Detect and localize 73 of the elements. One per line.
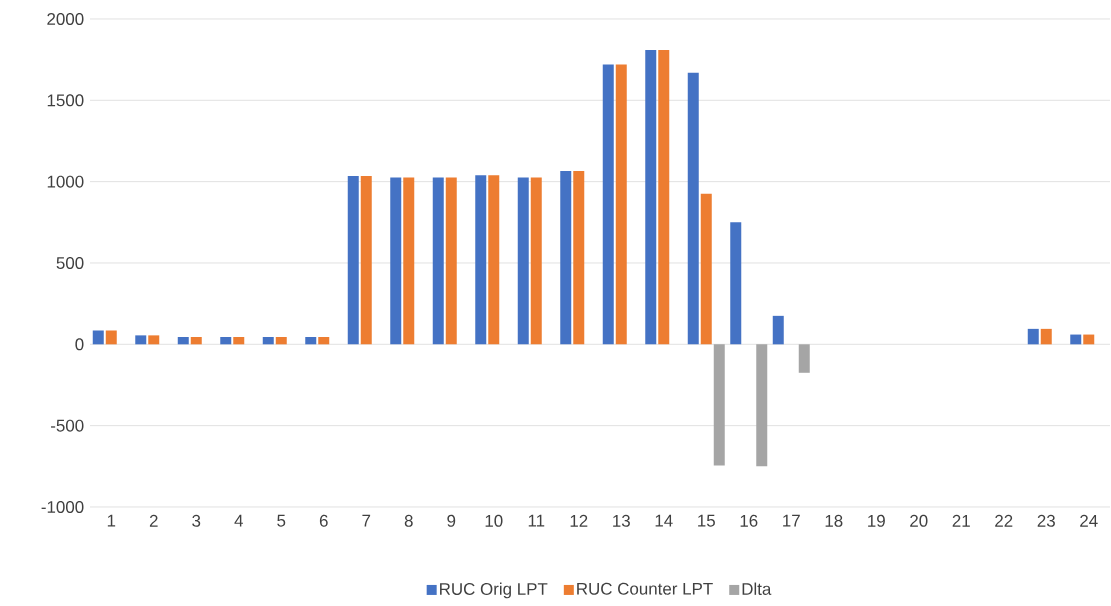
x-tick-label: 6: [319, 514, 328, 527]
x-tick-label: 21: [952, 514, 970, 527]
bar: [275, 337, 287, 345]
x-tick-label: 10: [485, 514, 503, 527]
bar: [573, 171, 585, 345]
bar: [135, 335, 147, 345]
bar: [658, 49, 670, 345]
x-tick-label: 3: [192, 514, 201, 527]
x-tick-label: 8: [404, 514, 413, 527]
bar: [798, 344, 810, 373]
x-tick-label: 13: [613, 514, 630, 527]
x-tick-label: 23: [1037, 514, 1055, 527]
x-tick-label: 4: [234, 514, 243, 527]
bar: [1040, 328, 1052, 345]
bar: [560, 171, 572, 345]
bar: [92, 330, 104, 345]
x-tick-label: 17: [783, 514, 800, 527]
bar: [305, 337, 317, 345]
bar: [105, 330, 117, 345]
x-tick-label: 24: [1080, 514, 1098, 527]
y-tick-label: 2000: [47, 12, 84, 25]
x-tick-label: 20: [910, 514, 928, 527]
bar: [730, 222, 742, 345]
bar: [262, 337, 274, 345]
y-tick-label: 500: [56, 256, 84, 269]
bar: [645, 49, 657, 345]
x-tick-label: 22: [995, 514, 1013, 527]
legend-label: Dlta: [742, 582, 772, 595]
bar: [220, 337, 232, 345]
bar: [177, 337, 189, 345]
legend-label: RUC Counter LPT: [577, 582, 713, 595]
bar: [713, 344, 725, 466]
bar: [390, 177, 402, 345]
x-tick-label: 11: [528, 514, 545, 527]
bar: [700, 193, 712, 345]
x-tick-label: 18: [825, 514, 843, 527]
x-tick-label: 7: [362, 514, 371, 527]
bar: [432, 177, 444, 345]
y-tick-label: 1500: [47, 94, 84, 107]
bar: [602, 64, 614, 345]
x-tick-label: 2: [149, 514, 158, 527]
bar: [347, 175, 359, 345]
x-tick-label: 14: [655, 514, 673, 527]
bar: [318, 337, 330, 345]
x-tick-label: 19: [868, 514, 885, 527]
bar: [403, 177, 415, 345]
bar: [1027, 328, 1039, 345]
bar: [756, 344, 768, 467]
x-tick-label: 12: [570, 514, 588, 527]
bar: [190, 337, 202, 345]
bar: [1083, 334, 1095, 345]
x-tick-label: 1: [107, 514, 116, 527]
bar: [772, 315, 784, 345]
bar: [360, 175, 372, 345]
bar: [1070, 334, 1082, 345]
legend-label: RUC Orig LPT: [440, 582, 548, 599]
bar: [233, 337, 245, 345]
bar: [517, 177, 529, 345]
bar: [148, 335, 160, 345]
bar: [488, 175, 500, 345]
bar: [445, 177, 457, 345]
y-tick-label: -1000: [41, 500, 84, 513]
x-tick-label: 16: [740, 514, 758, 527]
bar: [615, 64, 627, 345]
bar: [475, 175, 487, 345]
y-tick-label: -500: [51, 419, 84, 432]
x-tick-label: 15: [698, 514, 715, 527]
bar: [687, 72, 699, 345]
y-tick-label: 1000: [47, 175, 84, 188]
x-tick-label: 9: [447, 514, 456, 527]
x-tick-label: 5: [277, 514, 286, 527]
bar: [530, 177, 542, 345]
y-tick-label: 0: [75, 338, 84, 351]
